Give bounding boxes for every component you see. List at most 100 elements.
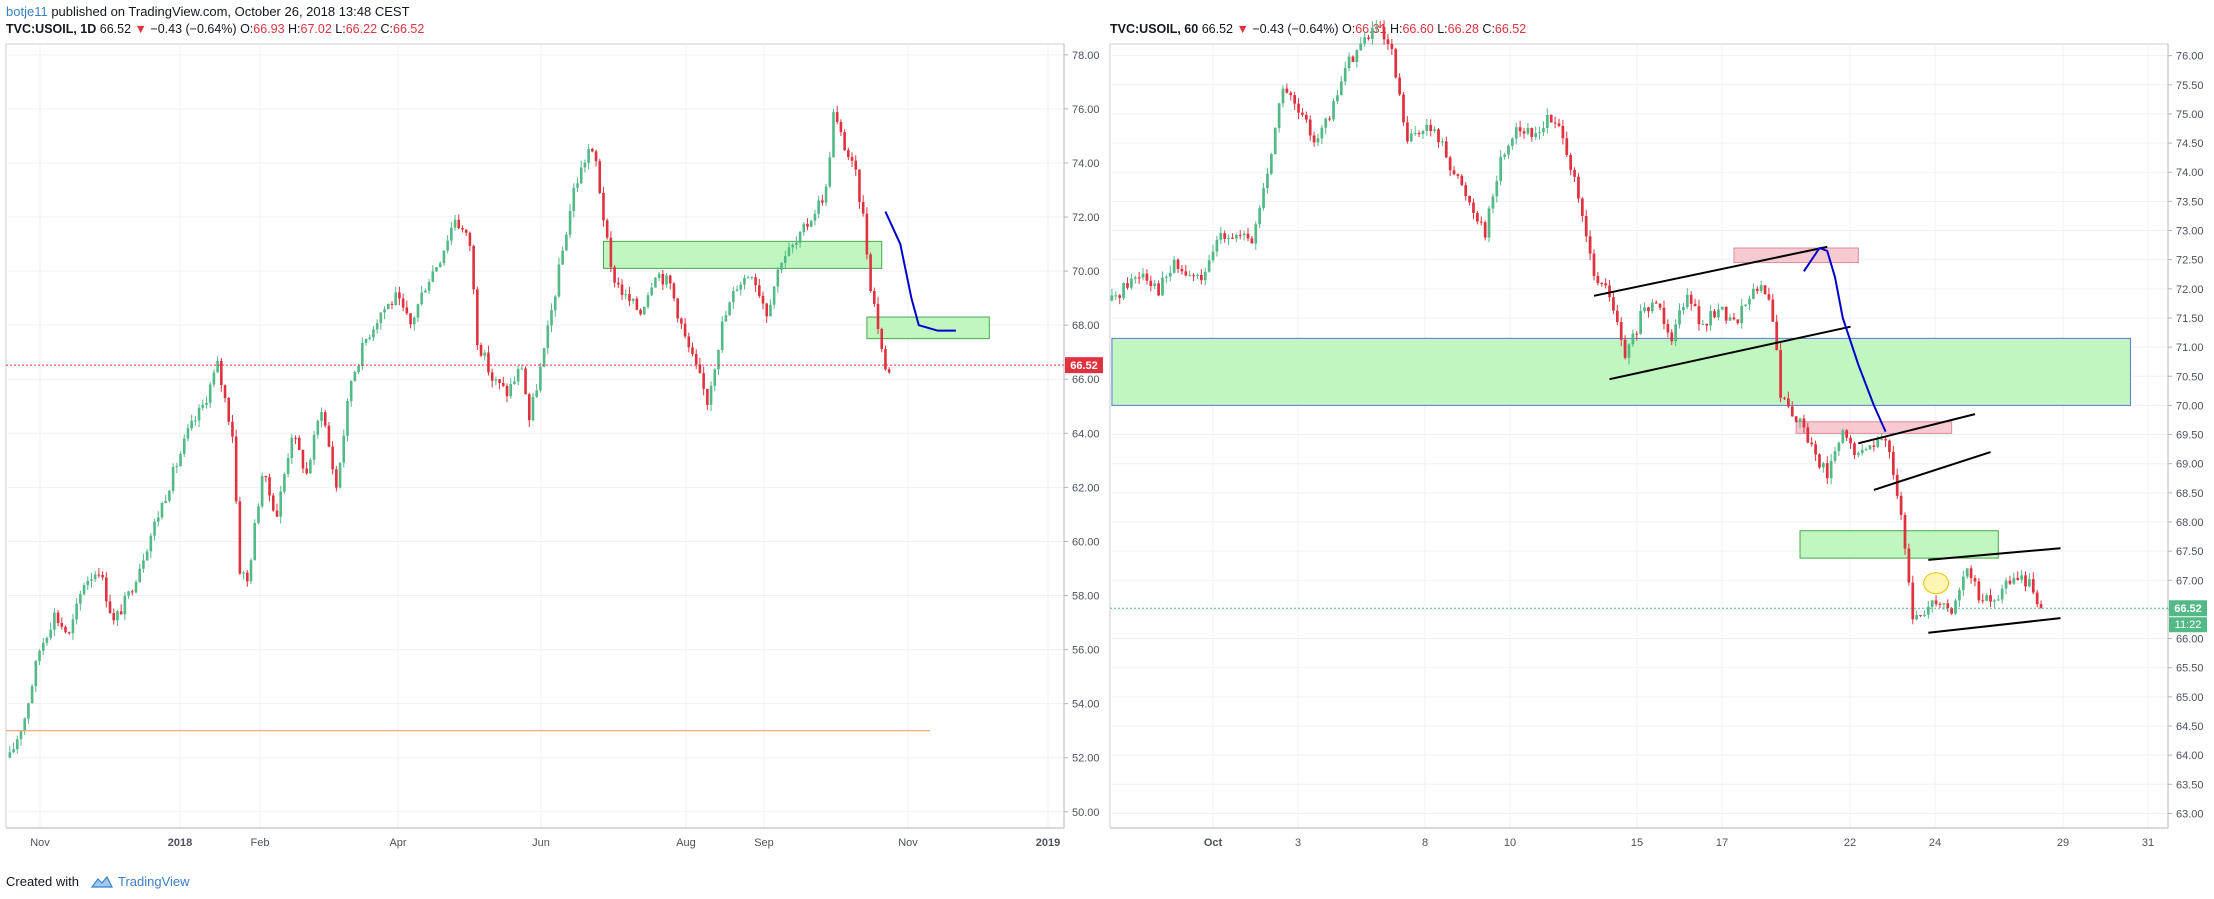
candle-body: [1452, 170, 1456, 175]
candle-body: [1701, 323, 1705, 325]
candle-body: [138, 568, 142, 583]
candle-body: [1899, 495, 1903, 515]
candle-body: [435, 267, 438, 272]
candle-body: [220, 361, 223, 386]
candle-body: [479, 344, 483, 356]
candle-body: [1713, 311, 1716, 318]
candle-body: [884, 348, 887, 370]
candle-body: [865, 213, 869, 255]
candle-body: [783, 256, 787, 263]
candle-body: [142, 560, 145, 569]
candle-body: [620, 284, 624, 295]
candle-body: [1806, 427, 1810, 443]
candle-body: [761, 295, 765, 304]
candle-body: [238, 501, 242, 574]
candle-body: [1133, 277, 1137, 279]
candle-body: [1269, 154, 1273, 174]
candle-body: [67, 632, 71, 634]
candle-body: [297, 437, 301, 451]
candle-body: [1122, 283, 1125, 298]
candle-body: [1503, 154, 1506, 157]
candle-body: [809, 220, 813, 227]
legend-close-label: C:: [380, 22, 394, 36]
x-tick-label: Nov: [898, 837, 918, 849]
tradingview-brand-link[interactable]: TradingView: [118, 874, 190, 889]
y-tick-label: 74.50: [2176, 138, 2204, 150]
candle-body: [1351, 56, 1355, 62]
charts-canvas[interactable]: 50.00 52.00 54.00 56.00 58.00 60.00 62.00 64.00…: [0, 0, 2214, 870]
candle-body: [38, 650, 41, 662]
candle-body: [309, 459, 312, 474]
candle-body: [605, 220, 609, 238]
candle-body: [1522, 131, 1526, 134]
candle-body: [642, 306, 646, 315]
candle-body: [1464, 185, 1468, 196]
candle-body: [487, 352, 490, 373]
candle-body: [668, 275, 672, 284]
candle-body: [1954, 600, 1957, 614]
candle-body: [646, 295, 650, 307]
candle-body: [164, 500, 167, 504]
candle-body: [1856, 453, 1860, 456]
candle-body: [19, 731, 23, 740]
plot-frame: [1109, 43, 2169, 829]
candle-body: [483, 352, 487, 356]
candle-body: [1561, 125, 1565, 139]
candle-body: [1829, 460, 1833, 479]
candle-body: [453, 219, 457, 228]
candle-body: [531, 396, 535, 421]
x-tick-label: 15: [1631, 837, 1643, 849]
candle-body: [739, 284, 743, 290]
candle-body: [1596, 275, 1600, 283]
candle-body: [1825, 463, 1829, 479]
candle-body: [1934, 600, 1938, 604]
candle-body: [1860, 449, 1864, 454]
candle-body: [372, 329, 375, 338]
candle-body: [461, 227, 464, 230]
candle-body: [349, 380, 353, 401]
candle-body: [1615, 310, 1619, 323]
candle-body: [1118, 295, 1122, 298]
candle-body: [1518, 127, 1522, 132]
candle-body: [335, 469, 338, 488]
candle-body: [1903, 514, 1907, 549]
candle-body: [412, 317, 416, 325]
candle-body: [1833, 451, 1837, 461]
footer: Created with TradingView: [6, 874, 190, 889]
candle-body: [772, 286, 776, 305]
candle-body: [1347, 56, 1351, 69]
y-tick-label: 52.00: [1072, 753, 1100, 765]
candle-body: [1441, 141, 1444, 143]
candle-body: [624, 294, 628, 296]
candle-body: [112, 613, 116, 621]
x-tick-label: Nov: [30, 837, 50, 849]
candle-body: [342, 435, 346, 463]
candle-body: [1689, 294, 1693, 304]
candle-body: [179, 453, 182, 467]
legend-low-label: L:: [335, 22, 346, 36]
candle-body: [1258, 207, 1262, 225]
candle-body: [1382, 26, 1386, 40]
candle-body: [631, 298, 635, 301]
candle-body: [1919, 615, 1922, 617]
x-tick-label: 10: [1504, 837, 1516, 849]
x-tick-label: 3: [1295, 837, 1301, 849]
candle-body: [457, 219, 461, 228]
y-tick-label: 73.00: [2176, 226, 2204, 238]
y-tick-label: 73.50: [2176, 196, 2204, 208]
candle-body: [861, 201, 865, 214]
candle-body: [1479, 221, 1483, 223]
candle-body: [1549, 114, 1553, 123]
candle-body: [1460, 175, 1464, 186]
candle-body: [1942, 603, 1946, 605]
candle-body: [2012, 577, 2016, 584]
candle-body: [1374, 26, 1378, 28]
candle-body: [1386, 39, 1390, 45]
candle-body: [2039, 604, 2043, 608]
candle-body: [1316, 138, 1320, 143]
candle-body: [791, 244, 794, 248]
candle-body: [424, 290, 427, 293]
author-link[interactable]: botje11: [6, 4, 48, 19]
legend-low: 66.22: [345, 22, 378, 36]
candle-body: [394, 292, 398, 305]
